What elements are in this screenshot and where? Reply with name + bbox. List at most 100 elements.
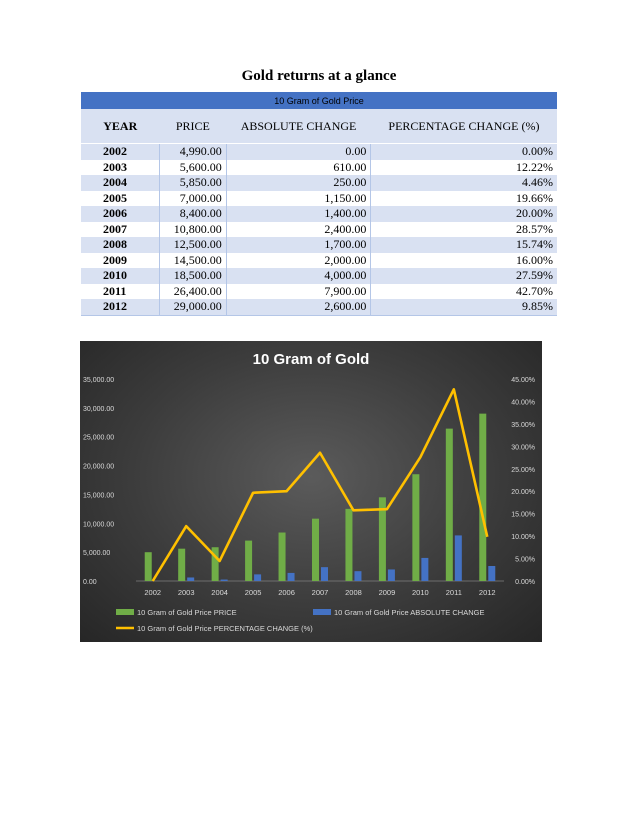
bar-price: [412, 474, 420, 581]
cell-price: 26,400.00: [159, 283, 227, 299]
cell-percentage-change: 12.22%: [370, 159, 557, 175]
cell-price: 14,500.00: [159, 252, 227, 268]
cell-absolute-change: 4,000.00: [226, 268, 372, 284]
cell-year: 2006: [81, 206, 160, 222]
table-row: 2011 26,400.00 7,900.00 42.70%: [81, 283, 557, 299]
y-right-tick-label: 15.00%: [511, 512, 535, 519]
table-header-row: YEAR PRICE ABSOLUTE CHANGE PERCENTAGE CH…: [81, 109, 557, 144]
cell-absolute-change: 1,150.00: [226, 190, 372, 206]
x-tick-label: 2003: [178, 588, 195, 597]
cell-price: 10,800.00: [159, 221, 227, 237]
x-tick-label: 2012: [479, 588, 496, 597]
table-row: 2002 4,990.00 0.00 0.00%: [81, 143, 557, 160]
cell-percentage-change: 4.46%: [370, 175, 557, 191]
cell-price: 8,400.00: [159, 206, 227, 222]
bar-price: [245, 540, 253, 581]
bar-price: [345, 508, 353, 581]
cell-absolute-change: 250.00: [226, 175, 372, 191]
cell-absolute-change: 2,400.00: [226, 221, 372, 237]
cell-year: 2012: [81, 299, 160, 316]
legend-label-percentage-change: 10 Gram of Gold Price PERCENTAGE CHANGE …: [137, 624, 313, 633]
bar-absolute-change: [488, 565, 496, 581]
bar-price: [312, 518, 319, 581]
document-title: Gold returns at a glance: [241, 68, 397, 84]
y-right-tick-label: 30.00%: [511, 444, 535, 451]
cell-percentage-change: 15.74%: [370, 237, 557, 253]
cell-absolute-change: 2,600.00: [226, 299, 372, 316]
cell-price: 18,500.00: [159, 268, 227, 284]
bar-price: [378, 497, 386, 581]
x-tick-label: 2005: [245, 588, 262, 597]
cell-absolute-change: 610.00: [226, 159, 372, 175]
legend-swatch-absolute-change: [313, 609, 331, 615]
line-percentage-change: [151, 388, 489, 582]
y-left-tick-label: 10,000.00: [83, 521, 114, 528]
legend-label-price: 10 Gram of Gold Price PRICE: [137, 608, 237, 617]
table-row: 2010 18,500.00 4,000.00 27.59%: [81, 268, 557, 284]
bar-price: [211, 547, 219, 581]
header-percentage-change: PERCENTAGE CHANGE (%): [370, 109, 557, 144]
bar-absolute-change: [454, 535, 462, 581]
table-row: 2005 7,000.00 1,150.00 19.66%: [81, 190, 557, 206]
bar-absolute-change: [220, 579, 228, 581]
cell-year: 2007: [81, 221, 160, 237]
cell-price: 7,000.00: [159, 190, 227, 206]
y-left-tick-label: 35,000.00: [83, 377, 114, 384]
y-right-tick-label: 35.00%: [511, 422, 535, 429]
cell-year: 2011: [81, 283, 160, 299]
bar-price: [178, 548, 186, 581]
bar-price: [479, 413, 487, 581]
cell-year: 2010: [81, 268, 160, 284]
bar-absolute-change: [321, 567, 328, 581]
cell-percentage-change: 0.00%: [370, 143, 557, 160]
cell-year: 2008: [81, 237, 160, 253]
x-tick-label: 2010: [412, 588, 429, 597]
bar-absolute-change: [254, 574, 262, 581]
y-right-tick-label: 25.00%: [511, 467, 535, 474]
table-band-title: 10 Gram of Gold Price: [81, 92, 557, 109]
cell-absolute-change: 0.00: [226, 143, 372, 160]
cell-percentage-change: 42.70%: [370, 283, 557, 299]
chart-svg: 10 Gram of Gold 0.00 5,000.00 10,000.00 15,0…: [83, 351, 535, 633]
table-row: 2006 8,400.00 1,400.00 20.00%: [81, 206, 557, 222]
bar-absolute-change: [421, 557, 429, 581]
x-tick-label: 2002: [144, 588, 161, 597]
table-row: 2007 10,800.00 2,400.00 28.57%: [81, 221, 557, 237]
bar-absolute-change: [187, 577, 195, 581]
cell-year: 2002: [81, 143, 160, 160]
cell-absolute-change: 2,000.00: [226, 252, 372, 268]
cell-year: 2004: [81, 175, 160, 191]
cell-price: 5,600.00: [159, 159, 227, 175]
legend-swatch-price: [116, 609, 134, 615]
y-right-tick-label: 20.00%: [511, 489, 535, 496]
gold-chart: 10 Gram of Gold 0.00 5,000.00 10,000.00 15,0…: [80, 341, 542, 642]
bar-price: [278, 532, 286, 581]
cell-percentage-change: 27.59%: [370, 268, 557, 284]
cell-year: 2003: [81, 159, 160, 175]
y-right-tick-label: 0.00%: [515, 579, 535, 586]
cell-absolute-change: 1,400.00: [226, 206, 372, 222]
y-left-tick-label: 0.00: [83, 579, 97, 586]
legend-label-absolute-change: 10 Gram of Gold Price ABSOLUTE CHANGE: [334, 608, 484, 617]
cell-percentage-change: 16.00%: [370, 252, 557, 268]
bar-absolute-change: [287, 572, 295, 581]
x-tick-label: 2007: [312, 588, 329, 597]
gold-price-table: 10 Gram of Gold Price YEAR PRICE ABSOLUT…: [81, 92, 557, 316]
chart-title: 10 Gram of Gold: [253, 351, 370, 368]
cell-percentage-change: 20.00%: [370, 206, 557, 222]
table-row: 2012 29,000.00 2,600.00 9.85%: [81, 299, 557, 316]
cell-year: 2009: [81, 252, 160, 268]
x-tick-label: 2011: [446, 588, 462, 597]
x-tick-label: 2009: [379, 588, 396, 597]
cell-percentage-change: 19.66%: [370, 190, 557, 206]
x-tick-label: 2004: [211, 588, 228, 597]
cell-price: 5,850.00: [159, 175, 227, 191]
y-right-tick-label: 40.00%: [511, 399, 535, 406]
cell-price: 12,500.00: [159, 237, 227, 253]
cell-percentage-change: 28.57%: [370, 221, 557, 237]
y-left-tick-label: 15,000.00: [83, 492, 114, 499]
y-right-tick-label: 5.00%: [515, 557, 535, 564]
table-row: 2003 5,600.00 610.00 12.22%: [81, 159, 557, 175]
table-row: 2004 5,850.00 250.00 4.46%: [81, 175, 557, 191]
bar-absolute-change: [354, 571, 362, 581]
